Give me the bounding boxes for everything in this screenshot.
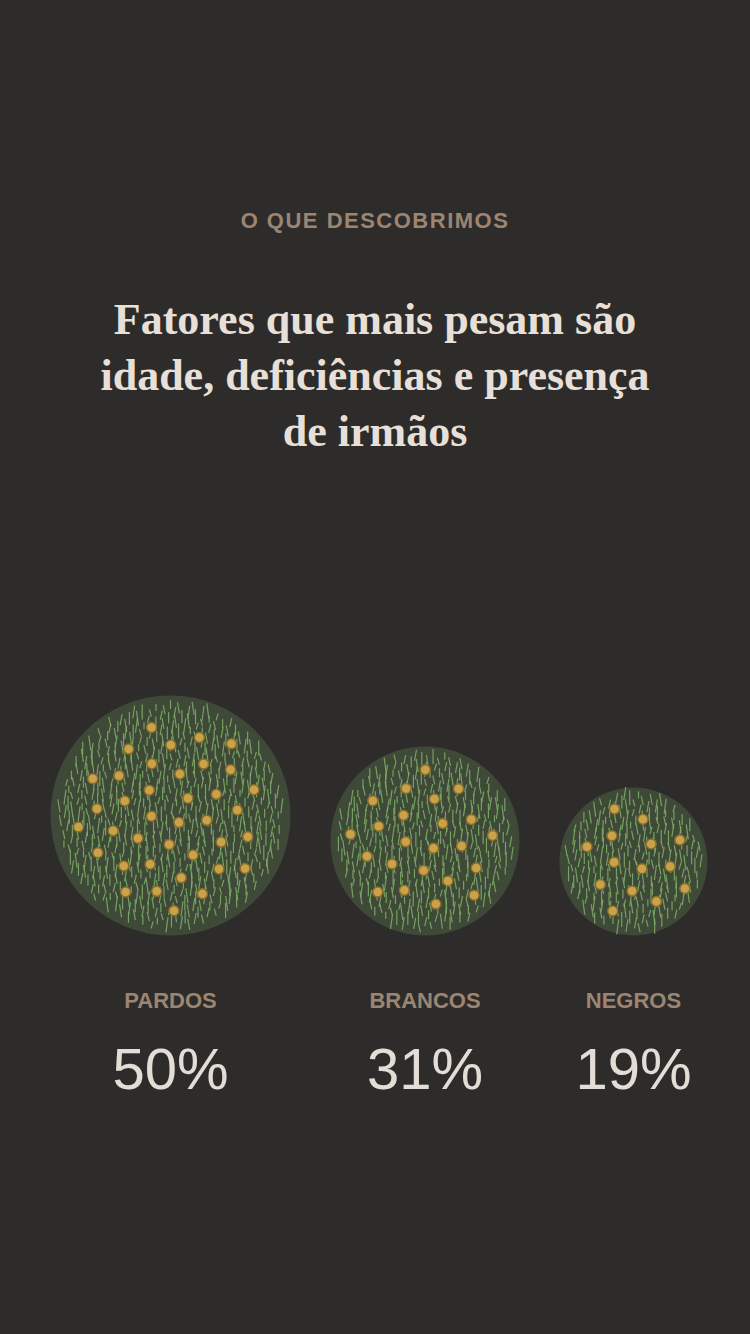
- svg-text:19%: 19%: [575, 1036, 691, 1101]
- html-text:Fatores que mais pesam são ida: Fatores que mais pesam são idade, defici…: [100, 295, 650, 456]
- svg-text:PARDOS: PARDOS: [124, 988, 217, 1013]
- svg-text:BRANCOS: BRANCOS: [369, 988, 480, 1013]
- svg-text:NEGROS: NEGROS: [586, 988, 681, 1013]
- html-text:O QUE DESCOBRIMOS: O QUE DESCOBRIMOS: [240, 208, 510, 233]
- svg-text:50%: 50%: [112, 1036, 228, 1101]
- svg-text:31%: 31%: [367, 1036, 483, 1101]
